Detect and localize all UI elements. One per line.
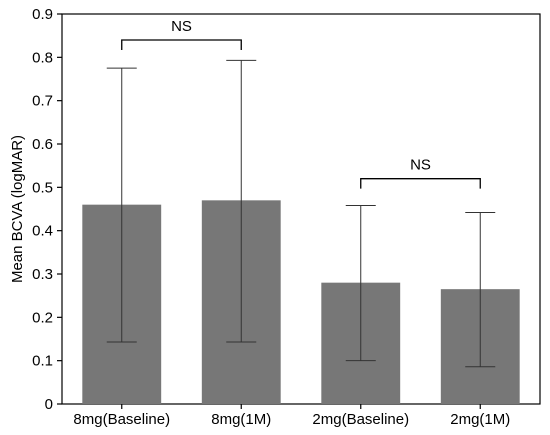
- y-tick-label: 0.7: [32, 93, 53, 110]
- significance-brackets: NS NS: [121, 18, 481, 189]
- x-category-label: 8mg(Baseline): [73, 411, 170, 428]
- y-tick-label: 0.8: [32, 49, 53, 66]
- y-tick-label: 0.1: [32, 353, 53, 370]
- significance-bracket: [360, 178, 481, 189]
- y-tick-label: 0.9: [32, 6, 53, 23]
- axes: 0 0.1 0.2 0.3 0.4 0.5 0.6 0.7 0.8 0.9 8mg(Baseline…: [32, 6, 541, 428]
- error-bars: [106, 59, 496, 368]
- y-tick-label: 0.5: [32, 179, 53, 196]
- x-category-label: 8mg(1M): [211, 411, 271, 428]
- y-tick-label: 0.4: [32, 223, 53, 240]
- plot-frame: [61, 13, 541, 405]
- y-axis-label: Mean BCVA (logMAR): [9, 135, 26, 283]
- x-category-label: 2mg(Baseline): [312, 411, 409, 428]
- y-tick-label: 0.3: [32, 266, 53, 283]
- x-category-label: 2mg(1M): [450, 411, 510, 428]
- y-tick-label: 0: [45, 396, 53, 413]
- bars: [82, 200, 520, 404]
- y-tick-label: 0.2: [32, 309, 53, 326]
- significance-label: NS: [410, 157, 431, 174]
- significance-bracket: [121, 39, 242, 50]
- significance-label: NS: [171, 18, 192, 35]
- y-tick-label: 0.6: [32, 136, 53, 153]
